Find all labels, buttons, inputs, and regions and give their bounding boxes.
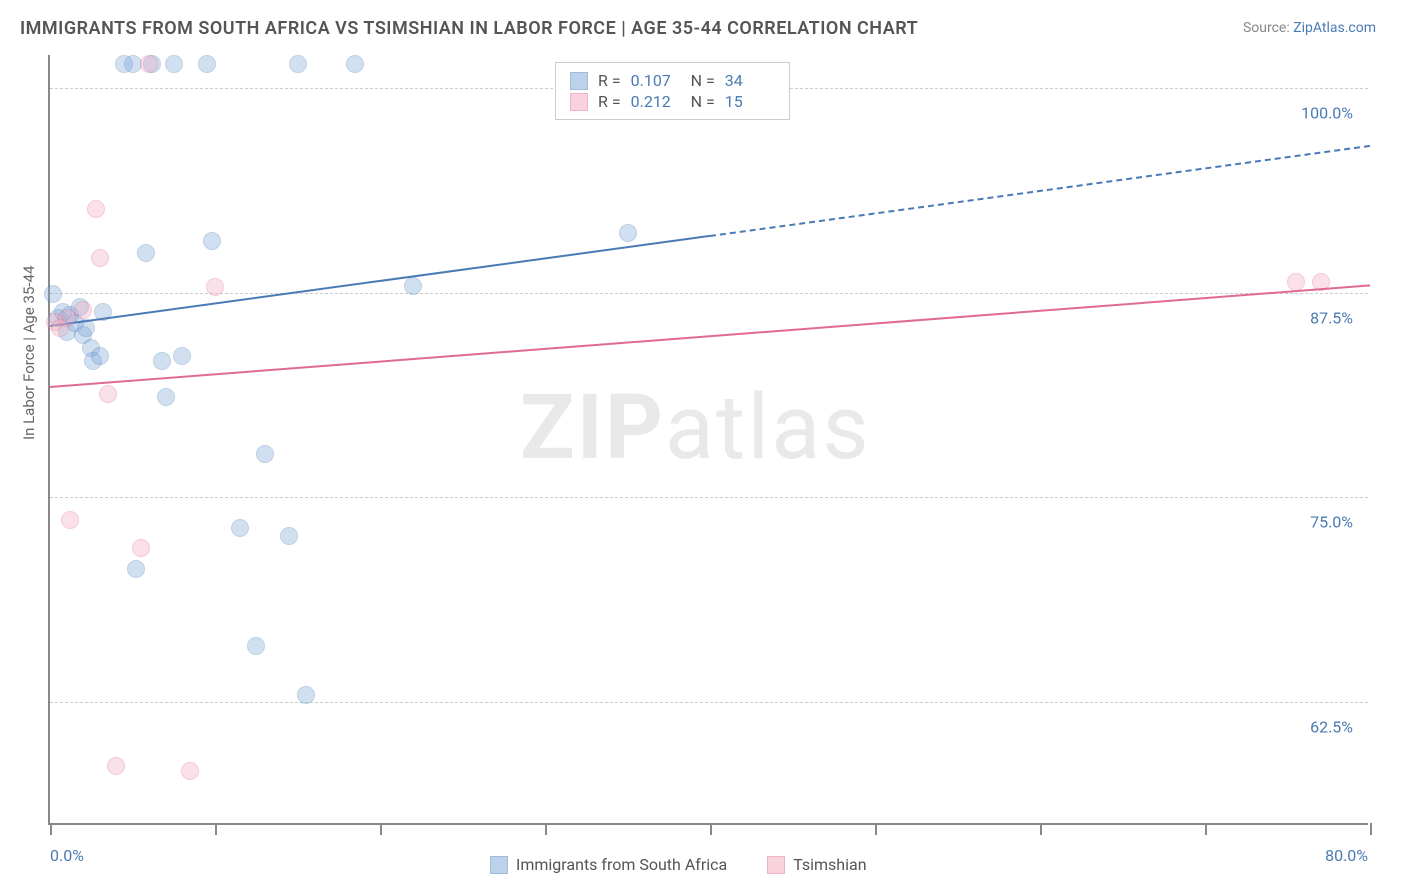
data-point <box>87 200 105 218</box>
data-point <box>91 347 109 365</box>
legend-row: R = 0.107 N = 34 <box>570 71 775 90</box>
y-tick-label: 75.0% <box>1310 513 1353 532</box>
data-point <box>198 55 216 73</box>
data-point <box>140 55 158 73</box>
legend-r-value: 0.107 <box>631 71 681 90</box>
legend-label: Immigrants from South Africa <box>516 855 727 874</box>
data-point <box>247 637 265 655</box>
x-tick <box>50 823 52 835</box>
x-tick <box>710 823 712 835</box>
y-tick-label: 100.0% <box>1301 103 1353 122</box>
legend-r-label: R = <box>598 71 621 90</box>
series-legend: Immigrants from South Africa Tsimshian <box>490 855 867 874</box>
x-tick <box>215 823 217 835</box>
data-point <box>107 757 125 775</box>
data-point <box>280 527 298 545</box>
legend-swatch <box>570 93 588 111</box>
legend-n-value: 34 <box>725 71 775 90</box>
y-axis-label: In Labor Force | Age 35-44 <box>20 266 38 440</box>
data-point <box>61 511 79 529</box>
legend-r-label: R = <box>598 92 621 111</box>
x-tick <box>875 823 877 835</box>
data-point <box>404 277 422 295</box>
watermark: ZIPatlas <box>520 375 871 480</box>
source-link[interactable]: ZipAtlas.com <box>1293 20 1376 36</box>
legend-n-label: N = <box>691 71 715 90</box>
data-point <box>165 55 183 73</box>
data-point <box>173 347 191 365</box>
data-point <box>124 55 142 73</box>
data-point <box>256 445 274 463</box>
data-point <box>157 388 175 406</box>
x-axis-min-label: 0.0% <box>50 846 84 865</box>
data-point <box>203 232 221 250</box>
data-point <box>91 249 109 267</box>
data-point <box>231 519 249 537</box>
data-point <box>153 352 171 370</box>
legend-label: Tsimshian <box>793 855 866 874</box>
data-point <box>297 686 315 704</box>
source-prefix: Source: <box>1243 20 1293 36</box>
x-tick <box>1370 823 1372 835</box>
x-tick <box>1040 823 1042 835</box>
plot-area: ZIPatlas 62.5%75.0%87.5%100.0%0.0%80.0% <box>48 55 1368 825</box>
watermark-rest: atlas <box>665 375 871 480</box>
legend-swatch <box>490 856 508 874</box>
data-point <box>137 244 155 262</box>
data-point <box>289 55 307 73</box>
y-tick-label: 87.5% <box>1310 308 1353 327</box>
gridline <box>50 497 1368 498</box>
data-point <box>346 55 364 73</box>
data-point <box>181 762 199 780</box>
legend-item: Tsimshian <box>767 855 866 874</box>
data-point <box>99 385 117 403</box>
data-point <box>58 309 76 327</box>
legend-row: R = 0.212 N = 15 <box>570 92 775 111</box>
correlation-legend: R = 0.107 N = 34 R = 0.212 N = 15 <box>555 62 790 120</box>
watermark-bold: ZIP <box>520 375 665 480</box>
legend-n-value: 15 <box>725 92 775 111</box>
legend-swatch <box>767 856 785 874</box>
gridline <box>50 702 1368 703</box>
data-point <box>206 278 224 296</box>
legend-r-value: 0.212 <box>631 92 681 111</box>
chart-title: IMMIGRANTS FROM SOUTH AFRICA VS TSIMSHIA… <box>20 18 918 39</box>
data-point <box>44 285 62 303</box>
x-tick <box>380 823 382 835</box>
data-point <box>74 301 92 319</box>
data-point <box>132 539 150 557</box>
gridline <box>50 293 1368 294</box>
legend-item: Immigrants from South Africa <box>490 855 727 874</box>
legend-swatch <box>570 72 588 90</box>
x-tick <box>545 823 547 835</box>
trendline-extrapolation <box>710 145 1370 237</box>
x-tick <box>1205 823 1207 835</box>
data-point <box>127 560 145 578</box>
y-tick-label: 62.5% <box>1310 718 1353 737</box>
data-point <box>619 224 637 242</box>
x-axis-max-label: 80.0% <box>1325 846 1368 865</box>
legend-n-label: N = <box>691 92 715 111</box>
source-attribution: Source: ZipAtlas.com <box>1243 20 1376 36</box>
